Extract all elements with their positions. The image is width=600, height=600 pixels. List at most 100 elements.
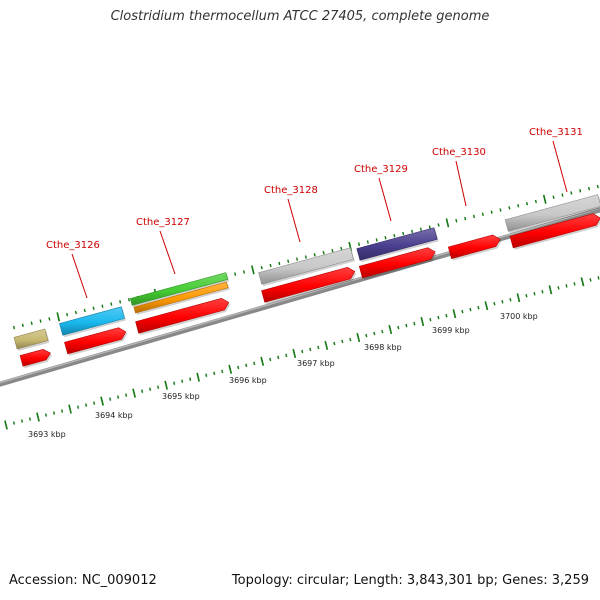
ruler-minor-tick — [221, 369, 224, 374]
upper-track-dot — [579, 189, 582, 193]
upper-track-dot — [48, 317, 51, 321]
scale-label: 3697 kbp — [297, 359, 335, 368]
ruler-major-tick — [388, 325, 393, 335]
upper-track-dot — [30, 321, 33, 325]
upper-track-dot — [331, 248, 334, 253]
upper-track-dot — [304, 255, 307, 259]
upper-track-dot — [21, 323, 24, 328]
ruler-minor-tick — [597, 276, 600, 280]
ruler-minor-tick — [269, 357, 272, 362]
feature-gray-cthe3131[interactable] — [504, 194, 600, 232]
ruler-minor-tick — [413, 321, 416, 326]
feature-cds-1[interactable] — [19, 348, 51, 367]
ruler-minor-tick — [181, 379, 184, 383]
ruler-minor-tick — [237, 365, 240, 370]
feature-purple-cthe3129[interactable] — [356, 227, 438, 261]
feature-green-cthe3127[interactable] — [129, 272, 229, 306]
ruler-minor-tick — [373, 331, 376, 336]
gene-label-leader — [71, 253, 88, 299]
ruler-major-tick — [132, 388, 136, 398]
gene-label[interactable]: Cthe_3127 — [136, 217, 190, 228]
upper-track-dot — [101, 304, 104, 308]
upper-track-dot — [526, 201, 529, 206]
upper-track-dot — [127, 298, 131, 302]
upper-track-dot — [472, 214, 476, 219]
feature-orange-cthe3127[interactable] — [133, 281, 229, 314]
ruler-minor-tick — [77, 405, 80, 409]
ruler-minor-tick — [501, 300, 504, 304]
ruler-minor-tick — [333, 341, 336, 346]
ruler-major-tick — [420, 317, 425, 327]
ruler-minor-tick — [381, 329, 384, 334]
ruler-major-tick — [196, 372, 200, 382]
ruler-minor-tick — [125, 393, 128, 397]
gene-label[interactable]: Cthe_3129 — [354, 164, 408, 175]
upper-track-dot — [552, 195, 555, 199]
scale-label: 3699 kbp — [432, 326, 470, 335]
scale-label: 3695 kbp — [162, 392, 200, 401]
feature-cds-cthe3128[interactable] — [261, 266, 356, 303]
ruler-minor-tick — [53, 411, 56, 415]
ruler-minor-tick — [477, 305, 480, 310]
upper-track-dot — [278, 261, 281, 266]
upper-track-dot — [110, 302, 113, 306]
gene-label[interactable]: Cthe_3131 — [529, 127, 583, 138]
ruler-minor-tick — [493, 302, 496, 306]
ruler-major-tick — [164, 380, 168, 390]
upper-track-dot — [375, 238, 378, 242]
ruler-minor-tick — [85, 403, 88, 407]
upper-track-dot — [428, 225, 431, 229]
ruler-minor-tick — [149, 387, 152, 391]
feature-cyan-cthe3126[interactable] — [59, 306, 125, 336]
upper-track-dot — [366, 240, 369, 244]
ruler-minor-tick — [445, 313, 448, 318]
feature-cds-cthe3130[interactable] — [447, 234, 501, 259]
upper-track-dot — [357, 242, 361, 246]
ruler-minor-tick — [93, 401, 96, 405]
ruler-minor-tick — [309, 347, 312, 352]
feature-gray-cthe3128[interactable] — [258, 247, 354, 285]
feature-cds-cthe3127[interactable] — [135, 297, 230, 334]
feature-cds-cthe3129[interactable] — [358, 247, 436, 279]
ruler-minor-tick — [365, 333, 368, 338]
upper-track-dot — [437, 223, 440, 227]
upper-track-dot — [490, 210, 493, 214]
ruler-minor-tick — [277, 355, 280, 360]
upper-track-dot — [517, 204, 520, 208]
ruler-major-tick — [516, 293, 521, 303]
upper-track-dot — [260, 265, 263, 270]
feature-cds-cthe3131[interactable] — [509, 213, 600, 249]
upper-track-dot — [384, 236, 387, 240]
gene-label[interactable]: Cthe_3126 — [46, 240, 100, 251]
ruler-minor-tick — [61, 409, 64, 413]
upper-track-dot — [313, 253, 316, 257]
ruler-minor-tick — [205, 373, 208, 377]
feature-olive-1[interactable] — [13, 328, 49, 350]
ruler-minor-tick — [509, 298, 512, 302]
scale-label: 3700 kbp — [500, 312, 538, 321]
scale-label: 3698 kbp — [364, 343, 402, 352]
ruler-major-tick — [260, 356, 265, 366]
ruler-major-tick — [324, 340, 329, 350]
ruler-minor-tick — [429, 317, 432, 322]
gene-label-leader — [455, 160, 467, 207]
ruler-major-tick — [548, 285, 553, 295]
upper-track-dot — [393, 233, 396, 238]
ruler-minor-tick — [213, 371, 216, 376]
gene-label[interactable]: Cthe_3130 — [432, 147, 486, 158]
ruler-minor-tick — [397, 325, 400, 330]
feature-cds-cthe3126[interactable] — [64, 327, 127, 355]
ruler-minor-tick — [317, 345, 320, 350]
gene-label[interactable]: Cthe_3128 — [264, 185, 318, 196]
ruler-minor-tick — [117, 395, 120, 399]
ruler-minor-tick — [341, 339, 344, 344]
upper-track-dot — [39, 319, 42, 323]
ruler-minor-tick — [437, 315, 440, 320]
ruler-minor-tick — [245, 363, 248, 368]
ruler-minor-tick — [349, 337, 352, 342]
ruler-major-tick — [68, 404, 72, 414]
ruler-major-tick — [228, 364, 233, 374]
upper-track-dot — [340, 246, 343, 251]
